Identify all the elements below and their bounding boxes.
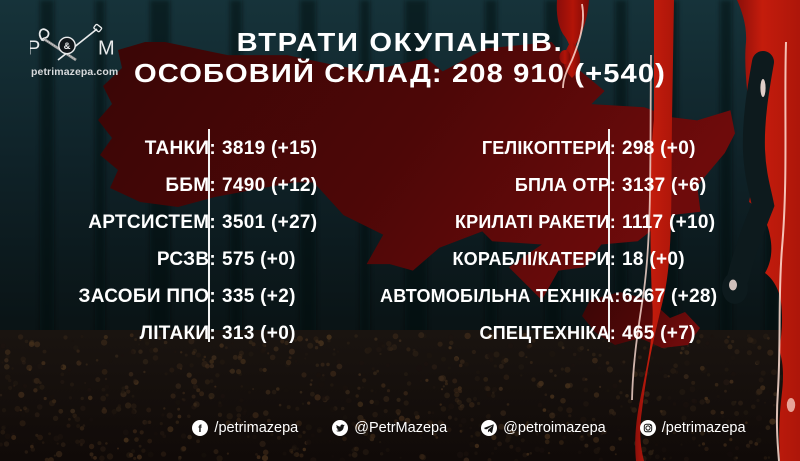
svg-text:P: P — [30, 38, 40, 60]
svg-text:f: f — [199, 423, 203, 435]
svg-text:&: & — [64, 41, 71, 52]
svg-text:M: M — [98, 38, 115, 60]
